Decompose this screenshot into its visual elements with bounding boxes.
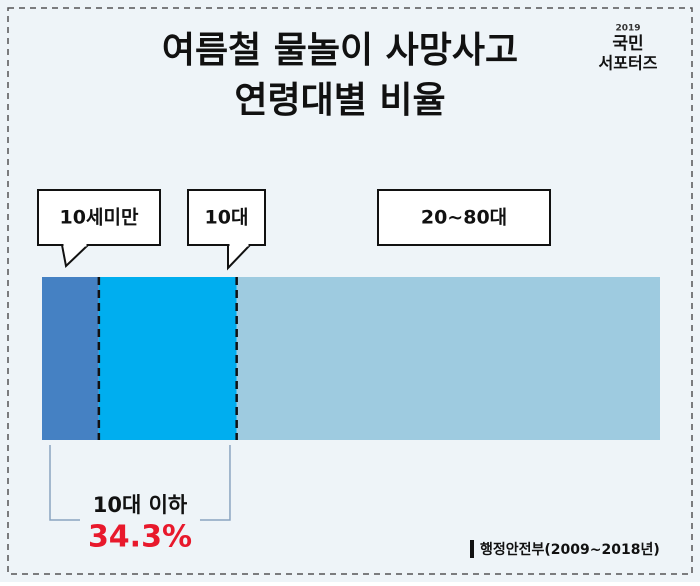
- logo-text: 국민: [612, 34, 643, 54]
- logo: 2019 국민 서포터즈: [599, 24, 658, 73]
- legend-label: 20~80대: [421, 207, 507, 229]
- annotation-value: 34.3%: [88, 520, 192, 555]
- frame: [7, 7, 693, 575]
- legend-label: 10대: [205, 207, 249, 229]
- title-line: 여름철 물놀이 사망사고: [162, 30, 518, 71]
- annotation-label: 10대 이하: [93, 493, 188, 517]
- callout-box: [377, 189, 551, 246]
- logo-year: 2019: [615, 24, 640, 34]
- source: 행정안전부(2009~2018년): [480, 541, 660, 558]
- logo-text: 서포터즈: [599, 54, 658, 73]
- callout-box: [37, 189, 161, 246]
- bracket: [49, 445, 231, 521]
- callout-box: [187, 189, 266, 246]
- title-line: 연령대별 비율: [234, 80, 445, 121]
- bar-segment: [98, 277, 237, 440]
- legend-label: 10세미만: [60, 207, 139, 229]
- bar-segment: [42, 277, 99, 440]
- bar-segment: [236, 277, 661, 440]
- source-marker: [470, 540, 474, 558]
